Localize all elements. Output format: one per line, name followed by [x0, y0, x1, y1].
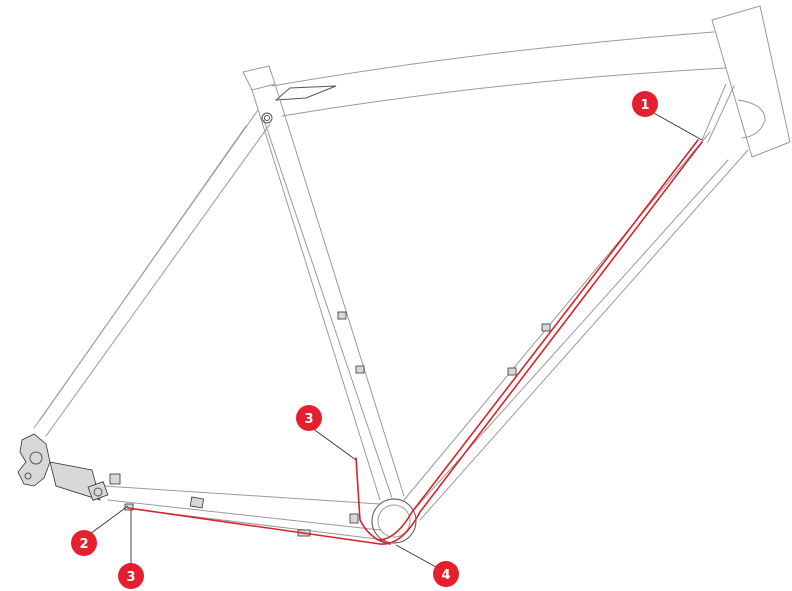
cable-route [127, 139, 703, 545]
leader-lines [89, 111, 703, 568]
callout-3-lower-label: 3 [126, 570, 135, 585]
cable-route-line [127, 141, 703, 545]
cable-route-line-inner [377, 139, 699, 541]
callout-4-marker [433, 561, 459, 587]
callout-3-upper: 3 [296, 405, 322, 431]
seat-stays [33, 109, 271, 437]
callout-1: 1 [632, 91, 658, 117]
cable-route-seat [355, 457, 391, 545]
callout-4: 4 [433, 561, 459, 587]
callout-3-upper-marker [296, 405, 322, 431]
callout-1-label: 1 [640, 98, 649, 113]
head-tube [701, 5, 791, 158]
down-tube [403, 131, 749, 521]
callout-2: 2 [71, 530, 97, 556]
callout-2-label: 2 [79, 537, 88, 552]
callout-3-lower: 3 [118, 563, 144, 589]
callout-3-lower-marker [118, 563, 144, 589]
callout-1-marker [632, 91, 658, 117]
callout-3-upper-label: 3 [304, 412, 313, 427]
top-tube [271, 31, 727, 117]
bottom-bracket [371, 498, 417, 544]
seat-tube [242, 65, 405, 501]
chain-stays [103, 485, 386, 541]
rear-dropout [17, 433, 121, 501]
callout-2-marker [71, 530, 97, 556]
callout-4-label: 4 [441, 568, 450, 583]
